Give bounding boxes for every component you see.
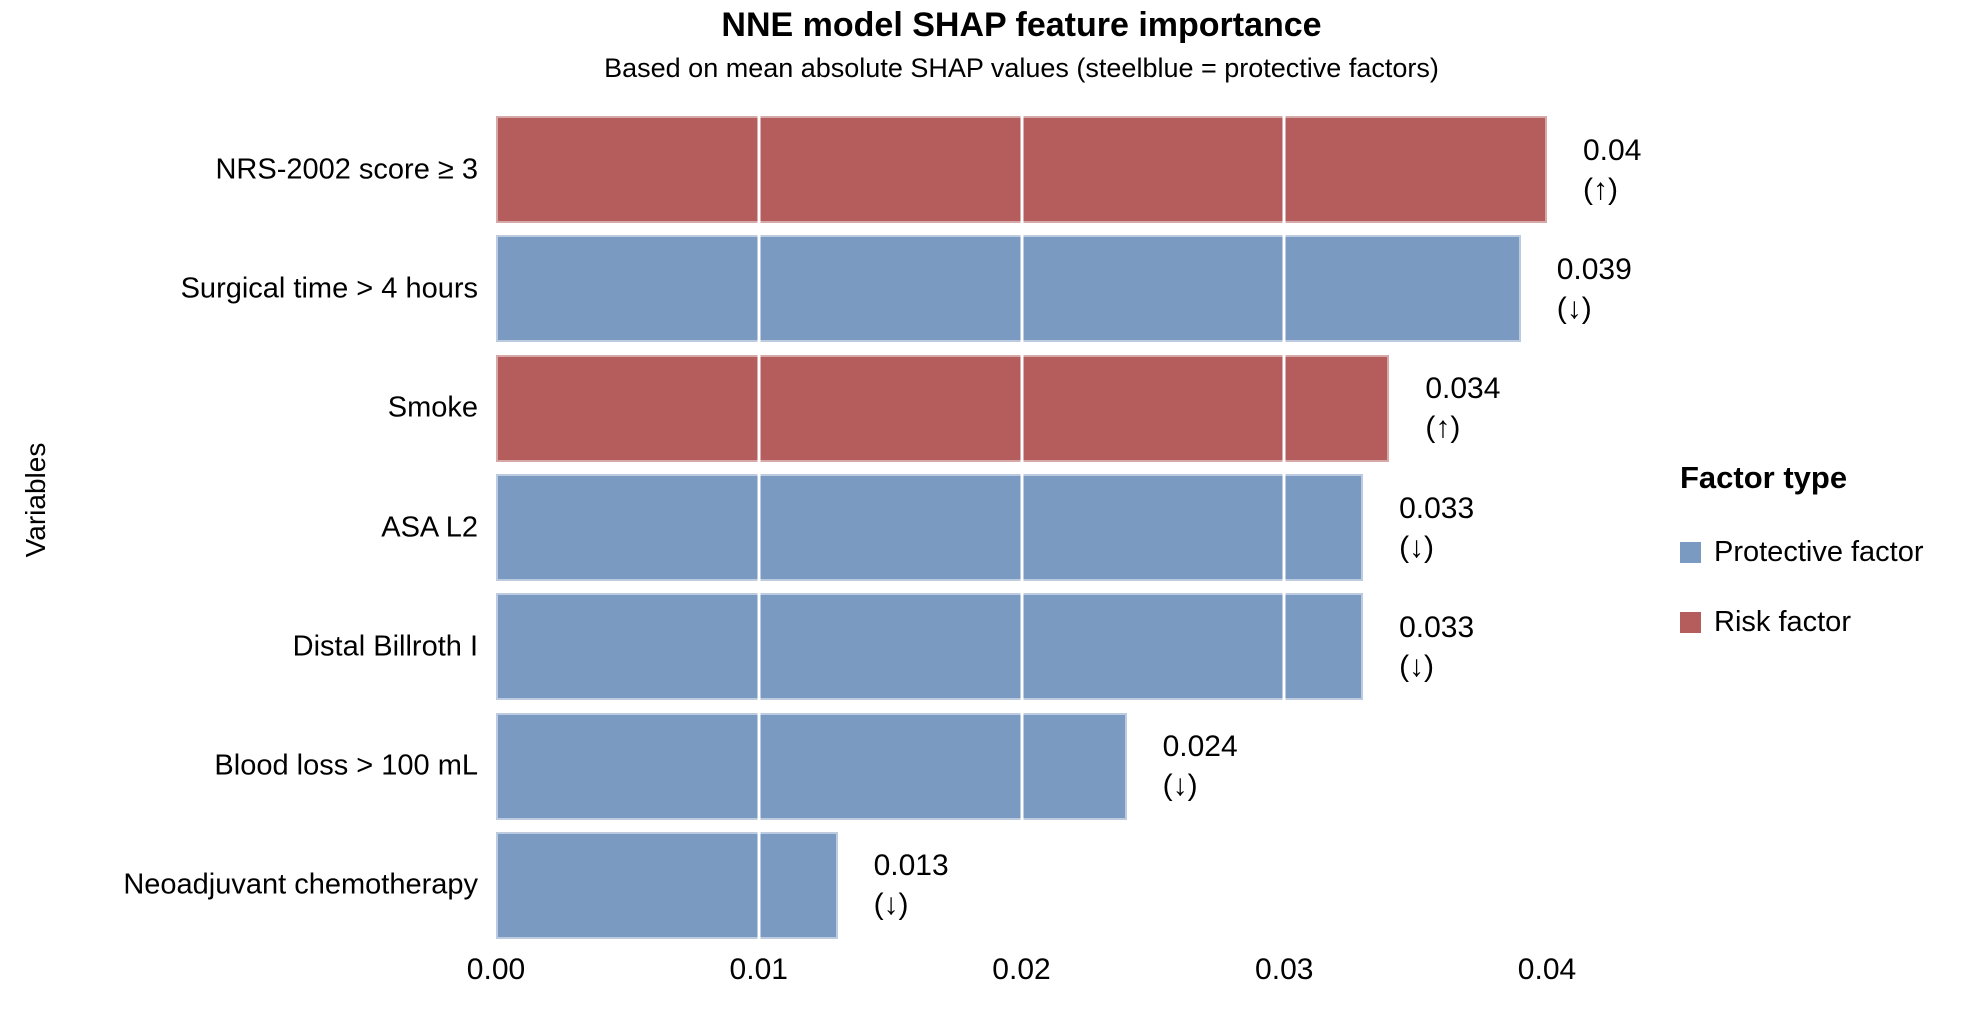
chart-subtitle: Based on mean absolute SHAP values (stee… bbox=[604, 53, 1439, 83]
bar-protective bbox=[496, 474, 1364, 581]
legend-item-label: Risk factor bbox=[1714, 606, 1851, 638]
direction-arrow-label: (↓) bbox=[1399, 530, 1435, 564]
bar-protective bbox=[496, 593, 1364, 701]
bar-value-label: 0.034 (↑) bbox=[1425, 369, 1500, 447]
bar-value-label: 0.04 (↑) bbox=[1583, 131, 1641, 209]
bar-category-label: Neoadjuvant chemotherapy bbox=[123, 868, 478, 901]
value-text: 0.013 bbox=[873, 849, 949, 883]
bar-category-label: Smoke bbox=[387, 391, 478, 424]
value-text: 0.034 bbox=[1425, 372, 1501, 406]
gridline bbox=[757, 110, 761, 945]
legend-item-risk: Risk factor bbox=[1680, 606, 1851, 639]
direction-arrow-label: (↑) bbox=[1425, 411, 1461, 445]
y-axis-category-labels: NRS-2002 score ≥ 3 Surgical time > 4 hour… bbox=[0, 110, 478, 945]
bar-value-label: 0.039 (↓) bbox=[1557, 250, 1632, 328]
value-text: 0.039 bbox=[1556, 252, 1632, 286]
x-tick-label: 0.04 bbox=[1517, 953, 1577, 986]
bar-risk bbox=[496, 354, 1390, 462]
chart-title: NNE model SHAP feature importance bbox=[721, 6, 1322, 44]
bar-category-label: NRS-2002 score ≥ 3 bbox=[215, 153, 478, 186]
bar-value-label: 0.033 (↓) bbox=[1399, 489, 1474, 567]
gridline bbox=[1282, 110, 1286, 945]
value-text: 0.033 bbox=[1399, 491, 1475, 525]
direction-arrow-label: (↓) bbox=[1399, 649, 1435, 683]
risk-factor-swatch-icon bbox=[1680, 612, 1701, 633]
x-tick-label: 0.03 bbox=[1255, 953, 1314, 986]
direction-arrow-label: (↑) bbox=[1583, 172, 1618, 206]
legend-title: Factor type bbox=[1680, 460, 1848, 495]
bar-protective bbox=[496, 831, 838, 939]
protective-factor-swatch-icon bbox=[1680, 542, 1701, 563]
bar-category-label: Surgical time > 4 hours bbox=[180, 272, 478, 305]
bar-value-labels: 0.04 (↑) 0.039 (↓) 0.034 (↑) 0.033 (↓) 0.033 (↓) 0… bbox=[496, 110, 1965, 945]
bar-value-label: 0.033 (↓) bbox=[1399, 608, 1474, 686]
bar-protective bbox=[496, 235, 1521, 343]
legend-item-protective: Protective factor bbox=[1680, 536, 1924, 569]
x-tick-label: 0.02 bbox=[992, 953, 1051, 986]
value-text: 0.04 bbox=[1583, 133, 1642, 167]
bar-protective bbox=[496, 712, 1127, 820]
bar-value-label: 0.013 (↓) bbox=[874, 846, 949, 924]
x-axis-tick-labels: 0.00 0.01 0.02 0.03 0.04 bbox=[467, 953, 1576, 993]
bar-category-label: Blood loss > 100 mL bbox=[214, 749, 478, 782]
bar-category-label: ASA L2 bbox=[381, 511, 478, 543]
value-text: 0.033 bbox=[1399, 610, 1475, 644]
direction-arrow-label: (↓) bbox=[1556, 291, 1592, 325]
x-tick-label: 0.01 bbox=[729, 953, 788, 986]
direction-arrow-label: (↓) bbox=[1162, 769, 1198, 803]
legend-item-label: Protective factor bbox=[1714, 536, 1924, 568]
value-text: 0.024 bbox=[1162, 730, 1238, 764]
gridline bbox=[1020, 110, 1023, 945]
direction-arrow-label: (↓) bbox=[873, 888, 909, 922]
plot-area bbox=[496, 110, 1547, 945]
bar-value-label: 0.024 (↓) bbox=[1163, 727, 1238, 805]
bar-category-label: Distal Billroth I bbox=[292, 630, 478, 663]
x-tick-label: 0.00 bbox=[466, 953, 526, 986]
